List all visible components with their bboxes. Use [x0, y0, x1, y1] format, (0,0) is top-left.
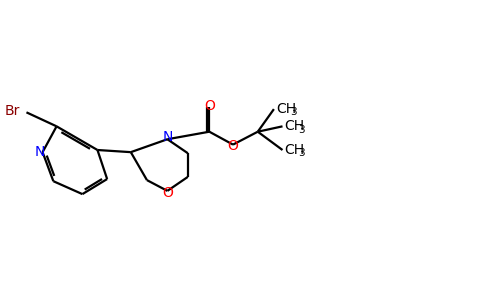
Text: O: O [162, 186, 173, 200]
Text: N: N [162, 130, 173, 144]
Text: Br: Br [5, 104, 20, 118]
Text: O: O [227, 139, 239, 153]
Text: 3: 3 [299, 148, 305, 158]
Text: N: N [34, 145, 45, 159]
Text: CH: CH [285, 143, 305, 157]
Text: CH: CH [276, 102, 296, 116]
Text: 3: 3 [299, 124, 305, 135]
Text: O: O [204, 99, 215, 113]
Text: 3: 3 [290, 107, 297, 117]
Text: CH: CH [285, 119, 305, 133]
